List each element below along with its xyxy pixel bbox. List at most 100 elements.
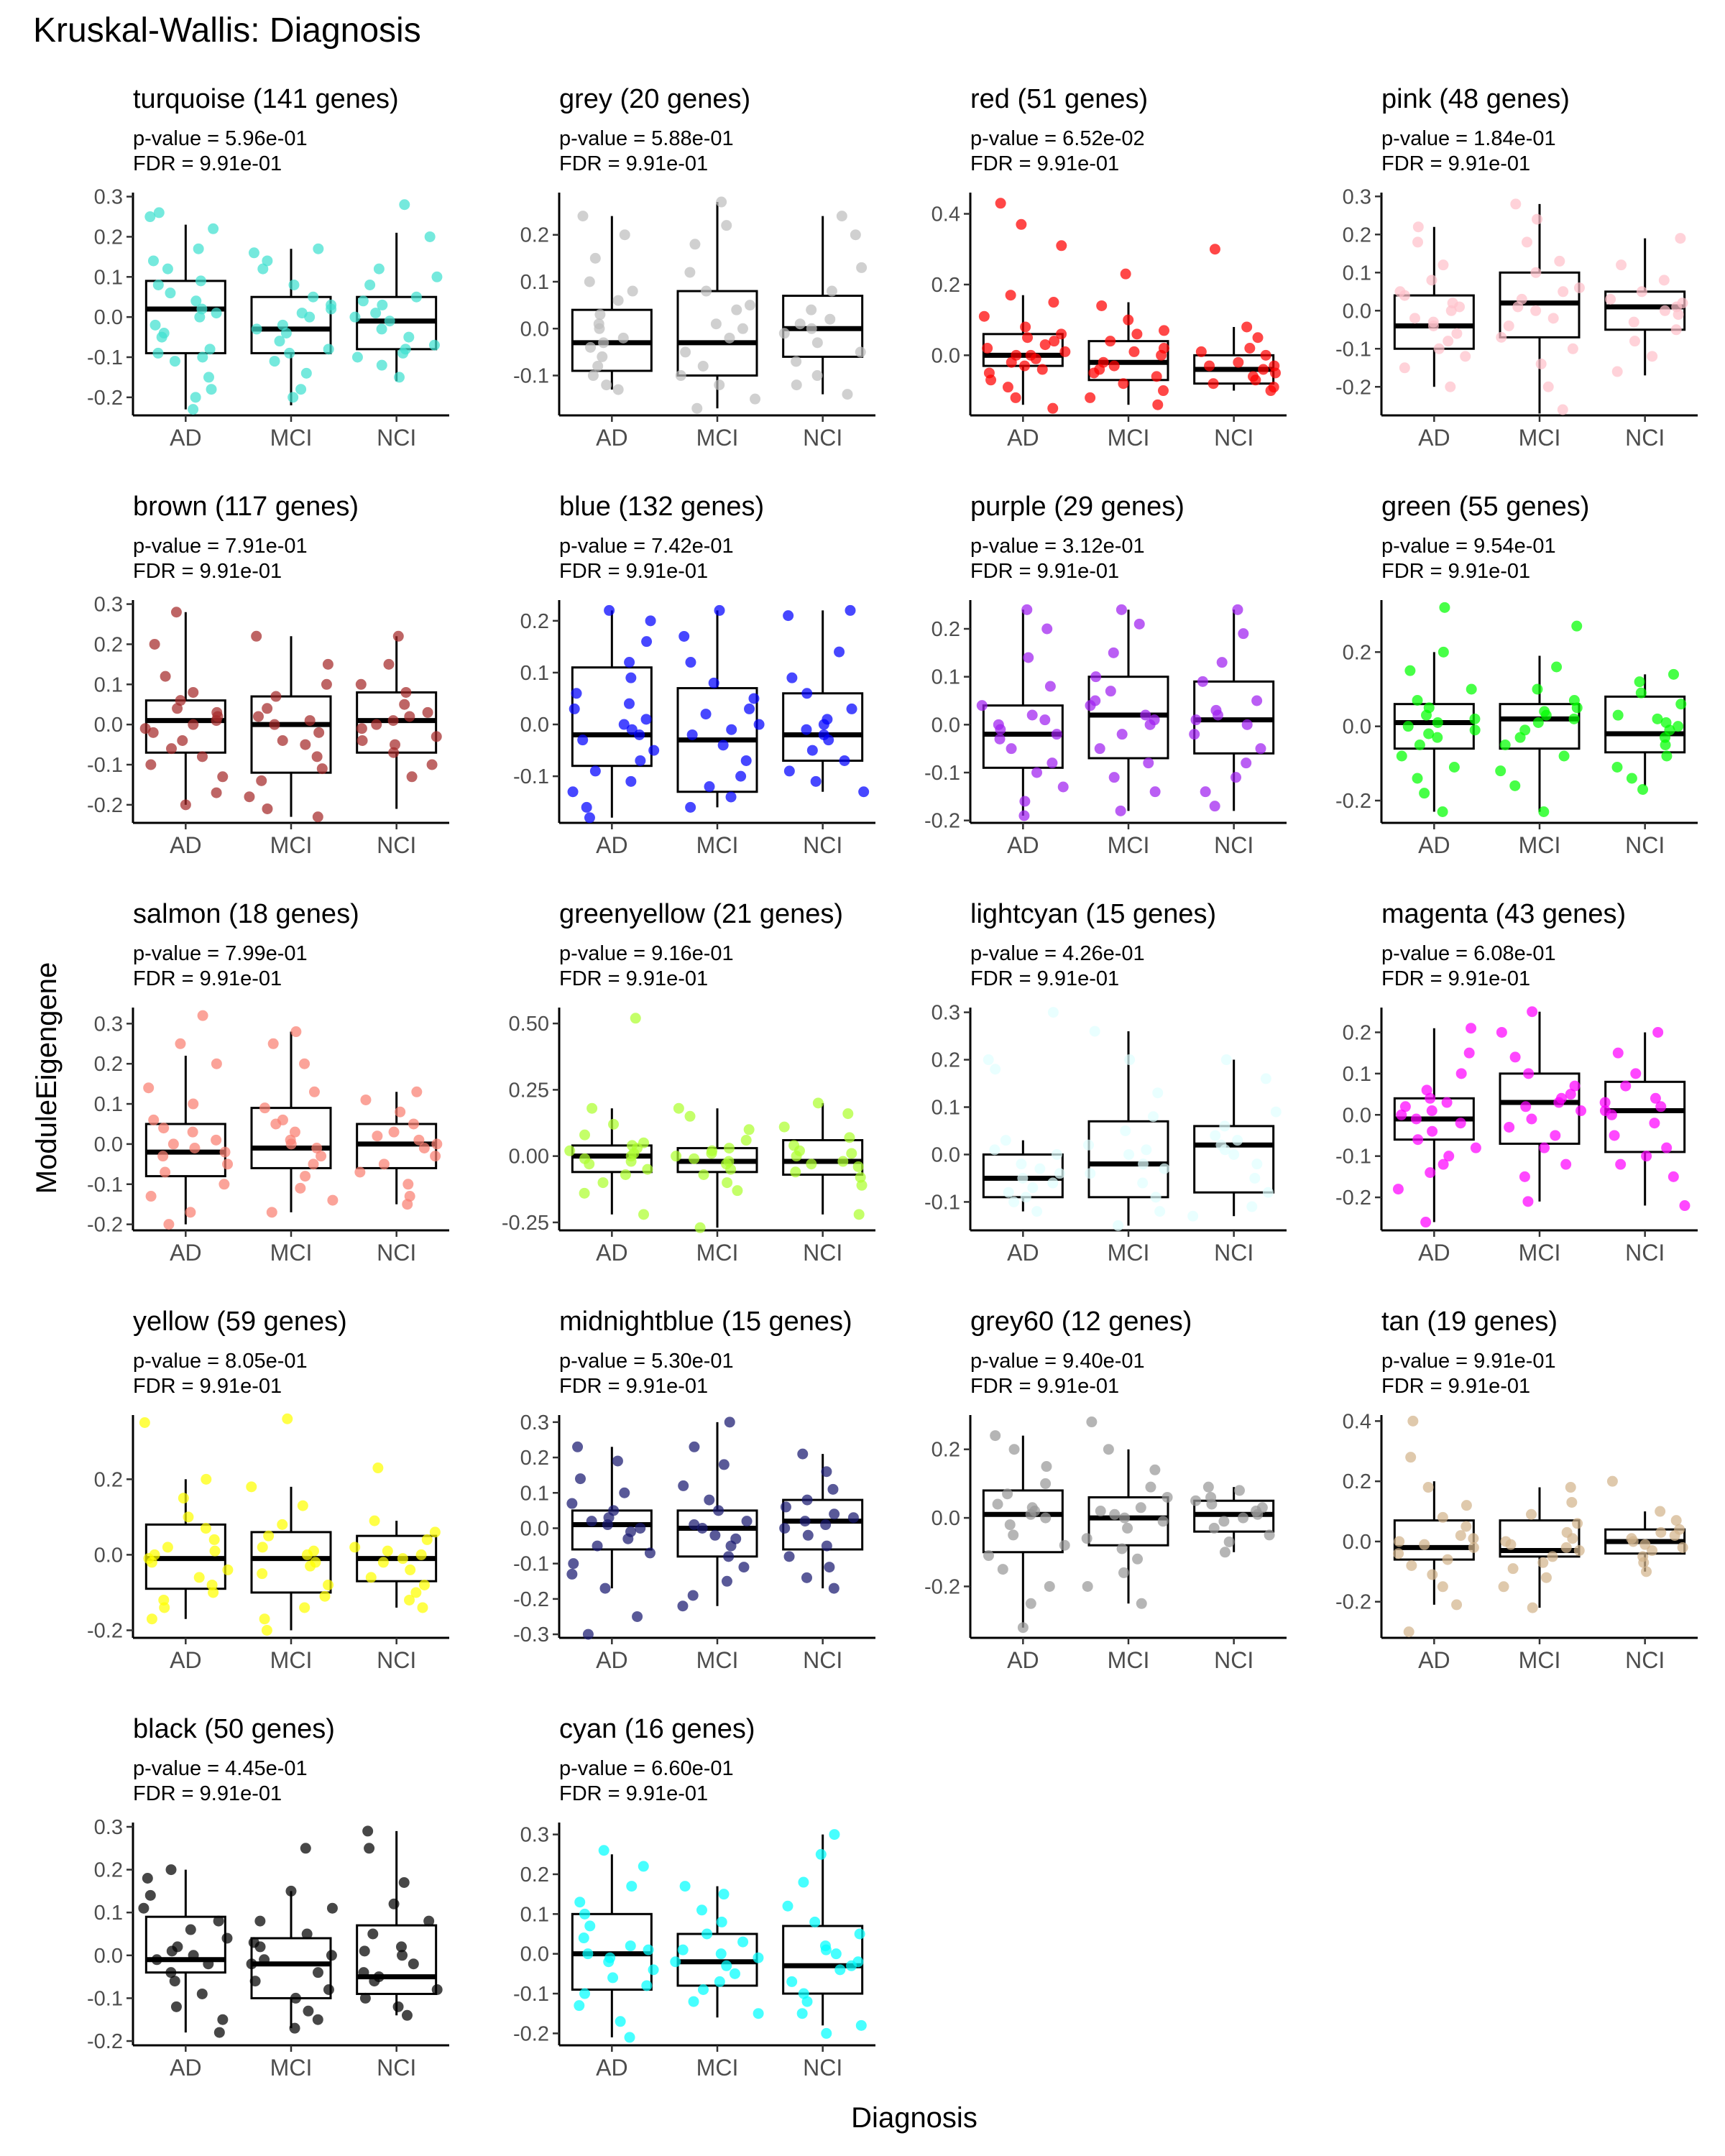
panel-pvalue: p-value = 9.54e-01 <box>1381 535 1556 558</box>
data-point <box>584 1158 595 1170</box>
data-point <box>1094 364 1105 375</box>
data-point <box>1540 1572 1552 1583</box>
data-point <box>1008 1529 1019 1541</box>
data-point <box>262 255 273 267</box>
data-point <box>1420 1217 1432 1228</box>
panel-fdr: FDR = 9.91e-01 <box>559 560 708 583</box>
data-point <box>285 1138 297 1150</box>
panel-pvalue: p-value = 7.99e-01 <box>133 942 308 965</box>
data-point <box>372 1462 384 1474</box>
data-point <box>1443 336 1454 347</box>
data-point <box>209 1545 221 1557</box>
data-point <box>1437 1581 1448 1593</box>
data-point <box>1412 236 1424 248</box>
data-point <box>1108 360 1120 372</box>
data-point <box>1550 1130 1561 1141</box>
data-point <box>304 311 316 323</box>
data-point <box>995 198 1006 209</box>
data-point <box>393 372 405 383</box>
data-point <box>1017 1622 1029 1634</box>
data-point <box>349 1542 361 1553</box>
data-point <box>1504 1121 1515 1133</box>
data-point <box>165 1864 177 1876</box>
data-point <box>1041 623 1053 635</box>
panel-title: cyan (16 genes) <box>559 1714 755 1744</box>
data-point <box>689 1441 700 1452</box>
data-point <box>994 733 1006 745</box>
panel-pvalue: p-value = 1.84e-01 <box>1381 127 1556 150</box>
data-point <box>806 1158 817 1170</box>
data-point <box>834 1964 846 1976</box>
data-point <box>188 1098 199 1110</box>
data-point <box>1468 1533 1479 1544</box>
data-point <box>1635 687 1647 699</box>
data-point <box>836 211 847 222</box>
data-point <box>321 678 332 690</box>
data-point <box>1652 713 1663 724</box>
data-point <box>1238 628 1249 640</box>
data-point <box>1124 1054 1136 1066</box>
data-point <box>170 2001 182 2012</box>
y-tick-label: 0.4 <box>1343 1410 1371 1433</box>
data-point <box>189 1142 201 1153</box>
x-tick-label: MCI <box>270 832 313 858</box>
y-tick-label: 0.2 <box>94 1053 123 1076</box>
data-point <box>722 1177 733 1189</box>
data-point <box>801 688 813 699</box>
panel-pvalue: p-value = 6.52e-02 <box>970 127 1145 150</box>
data-point <box>744 703 755 714</box>
data-point <box>1576 1105 1587 1117</box>
data-point <box>1427 316 1439 328</box>
data-point <box>1567 1533 1578 1544</box>
data-point <box>1419 788 1430 799</box>
y-tick-label: 0.1 <box>932 666 960 689</box>
data-point <box>1611 366 1623 377</box>
data-point <box>691 402 703 414</box>
data-point <box>1409 313 1420 324</box>
data-point <box>1647 1545 1658 1557</box>
data-point <box>602 1519 613 1531</box>
data-point <box>1047 1007 1059 1018</box>
data-point <box>262 703 273 714</box>
data-point <box>1059 1539 1070 1551</box>
data-point <box>1460 1521 1472 1532</box>
panel-magenta: magenta (43 genes) p-value = 6.08e-01FDR … <box>1335 899 1698 1266</box>
data-point <box>402 1199 413 1210</box>
x-tick-label: MCI <box>270 425 313 451</box>
data-point <box>297 1500 308 1511</box>
data-point <box>203 372 214 383</box>
data-point <box>1120 268 1131 280</box>
data-point <box>280 327 292 338</box>
data-point <box>208 223 219 234</box>
data-point <box>721 1960 732 1971</box>
data-point <box>1105 336 1116 347</box>
data-point <box>1532 213 1543 225</box>
data-point <box>213 2027 225 2038</box>
data-point <box>211 787 222 798</box>
data-point <box>1137 1177 1149 1189</box>
data-point <box>1414 740 1425 750</box>
y-tick-label: -0.2 <box>924 1575 960 1598</box>
box-AD <box>144 1869 226 2033</box>
box-iqr <box>1604 695 1686 754</box>
data-point <box>371 719 382 730</box>
data-point <box>850 229 861 241</box>
data-point <box>1047 1177 1059 1189</box>
data-point <box>1006 743 1017 755</box>
x-tick-label: AD <box>170 1647 201 1673</box>
data-point <box>585 341 597 353</box>
data-point <box>846 703 857 714</box>
data-point <box>204 344 216 355</box>
data-point <box>1537 1557 1549 1568</box>
data-point <box>349 311 361 323</box>
y-tick-label: 0.0 <box>932 714 960 737</box>
data-point <box>392 2001 404 2012</box>
data-point <box>1244 343 1256 354</box>
data-point <box>1251 1506 1262 1517</box>
data-point <box>211 1134 222 1146</box>
data-point <box>989 1144 1000 1156</box>
data-point <box>741 1516 753 1527</box>
data-point <box>311 751 323 763</box>
data-point <box>648 745 660 756</box>
